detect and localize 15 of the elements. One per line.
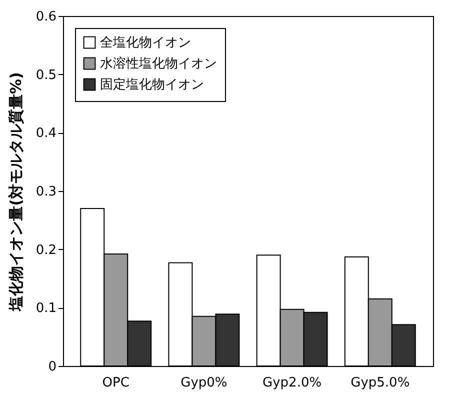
y-tick-label: 0.2 <box>36 242 56 258</box>
y-tick-label: 0 <box>48 360 56 374</box>
x-tick-label: Gyp0% <box>180 376 228 390</box>
legend-label: 全塩化物イオン <box>100 36 191 50</box>
y-tick-label: 0.5 <box>36 68 56 83</box>
x-tick-label: Gyp5.0% <box>350 376 410 390</box>
y-tick-label: 0.4 <box>36 126 56 142</box>
y-axis-title: 塩化物イオン量(対モルタル質量%) <box>6 72 25 312</box>
legend-label: 固定塩化物イオン <box>100 78 204 92</box>
x-tick-label: OPC <box>102 376 130 390</box>
y-tick-label: 0.1 <box>36 301 56 316</box>
y-tick-label: 0.6 <box>36 10 56 24</box>
legend-label: 水溶性塩化物イオン <box>100 56 217 72</box>
x-tick-label: Gyp2.0% <box>262 376 322 390</box>
y-tick-label: 0.3 <box>36 184 56 200</box>
